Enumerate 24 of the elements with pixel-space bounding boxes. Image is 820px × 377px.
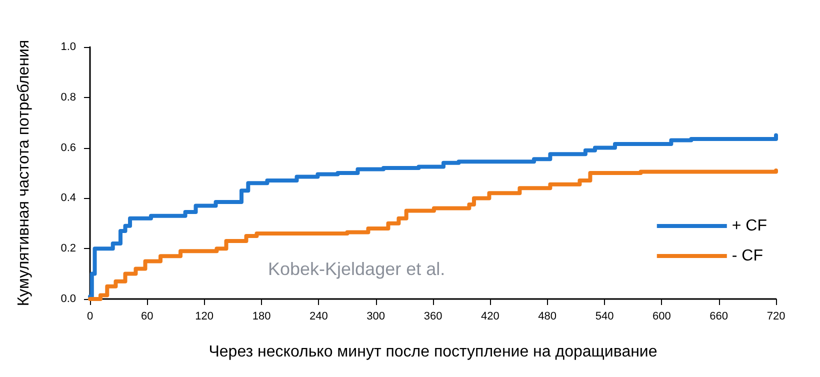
y-tick-label: 0.4 bbox=[60, 192, 76, 204]
x-tick-label: 660 bbox=[710, 310, 728, 322]
x-tick-label: 360 bbox=[424, 310, 442, 322]
y-axis-title: Кумулятивная частота потребления bbox=[16, 40, 32, 306]
x-tick-label: 540 bbox=[595, 310, 614, 322]
x-tick-label: 0 bbox=[86, 310, 94, 322]
x-tick-label: 240 bbox=[309, 310, 328, 322]
legend-label: + CF bbox=[732, 218, 768, 234]
x-tick-label: 120 bbox=[195, 310, 214, 322]
y-tick-label: 0.0 bbox=[60, 293, 76, 305]
x-tick-label: 300 bbox=[366, 310, 386, 322]
y-tick-label: 0.2 bbox=[60, 242, 76, 255]
x-tick-label: 180 bbox=[252, 310, 271, 322]
annotation: Kobek-Kjeldager et al. bbox=[268, 259, 446, 279]
x-axis-title: Через несколько минут после поступление на доращивание bbox=[208, 344, 658, 360]
x-tick-label: 480 bbox=[538, 310, 557, 322]
x-tick-label: 720 bbox=[766, 310, 786, 322]
y-tick-label: 0.8 bbox=[60, 91, 76, 104]
x-tick-label: 60 bbox=[141, 310, 154, 322]
x-tick-label: 420 bbox=[480, 310, 500, 322]
legend-label: - CF bbox=[732, 248, 764, 264]
y-tick-label: 0.6 bbox=[60, 142, 76, 154]
y-tick-label: 1.0 bbox=[60, 41, 76, 53]
x-tick-label: 600 bbox=[652, 310, 671, 322]
